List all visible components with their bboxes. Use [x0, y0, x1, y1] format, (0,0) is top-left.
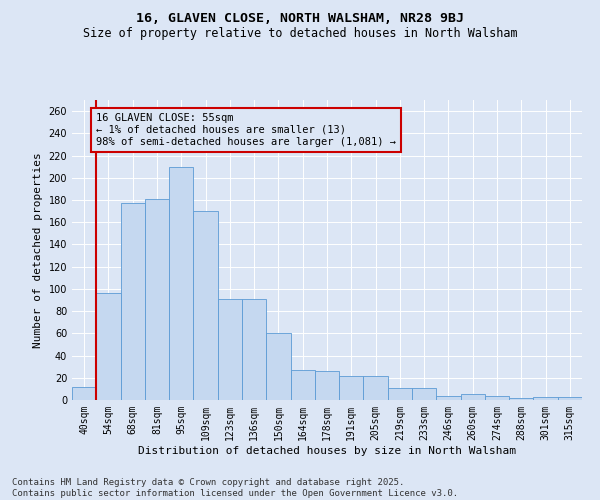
Bar [193, 211, 218, 400]
Bar [218, 299, 242, 400]
Bar [169, 166, 193, 400]
Text: Size of property relative to detached houses in North Walsham: Size of property relative to detached ho… [83, 28, 517, 40]
Text: Contains HM Land Registry data © Crown copyright and database right 2025.
Contai: Contains HM Land Registry data © Crown c… [12, 478, 458, 498]
Bar [388, 388, 412, 400]
Bar [509, 398, 533, 400]
Bar [242, 299, 266, 400]
Bar [266, 334, 290, 400]
Bar [412, 388, 436, 400]
Bar [485, 396, 509, 400]
Bar [436, 396, 461, 400]
Bar [558, 396, 582, 400]
Bar [315, 371, 339, 400]
Bar [72, 386, 96, 400]
Bar [461, 394, 485, 400]
X-axis label: Distribution of detached houses by size in North Walsham: Distribution of detached houses by size … [138, 446, 516, 456]
Bar [290, 370, 315, 400]
Bar [96, 294, 121, 400]
Bar [121, 204, 145, 400]
Bar [533, 396, 558, 400]
Bar [145, 199, 169, 400]
Text: 16 GLAVEN CLOSE: 55sqm
← 1% of detached houses are smaller (13)
98% of semi-deta: 16 GLAVEN CLOSE: 55sqm ← 1% of detached … [96, 114, 396, 146]
Bar [364, 376, 388, 400]
Y-axis label: Number of detached properties: Number of detached properties [33, 152, 43, 348]
Bar [339, 376, 364, 400]
Text: 16, GLAVEN CLOSE, NORTH WALSHAM, NR28 9BJ: 16, GLAVEN CLOSE, NORTH WALSHAM, NR28 9B… [136, 12, 464, 26]
